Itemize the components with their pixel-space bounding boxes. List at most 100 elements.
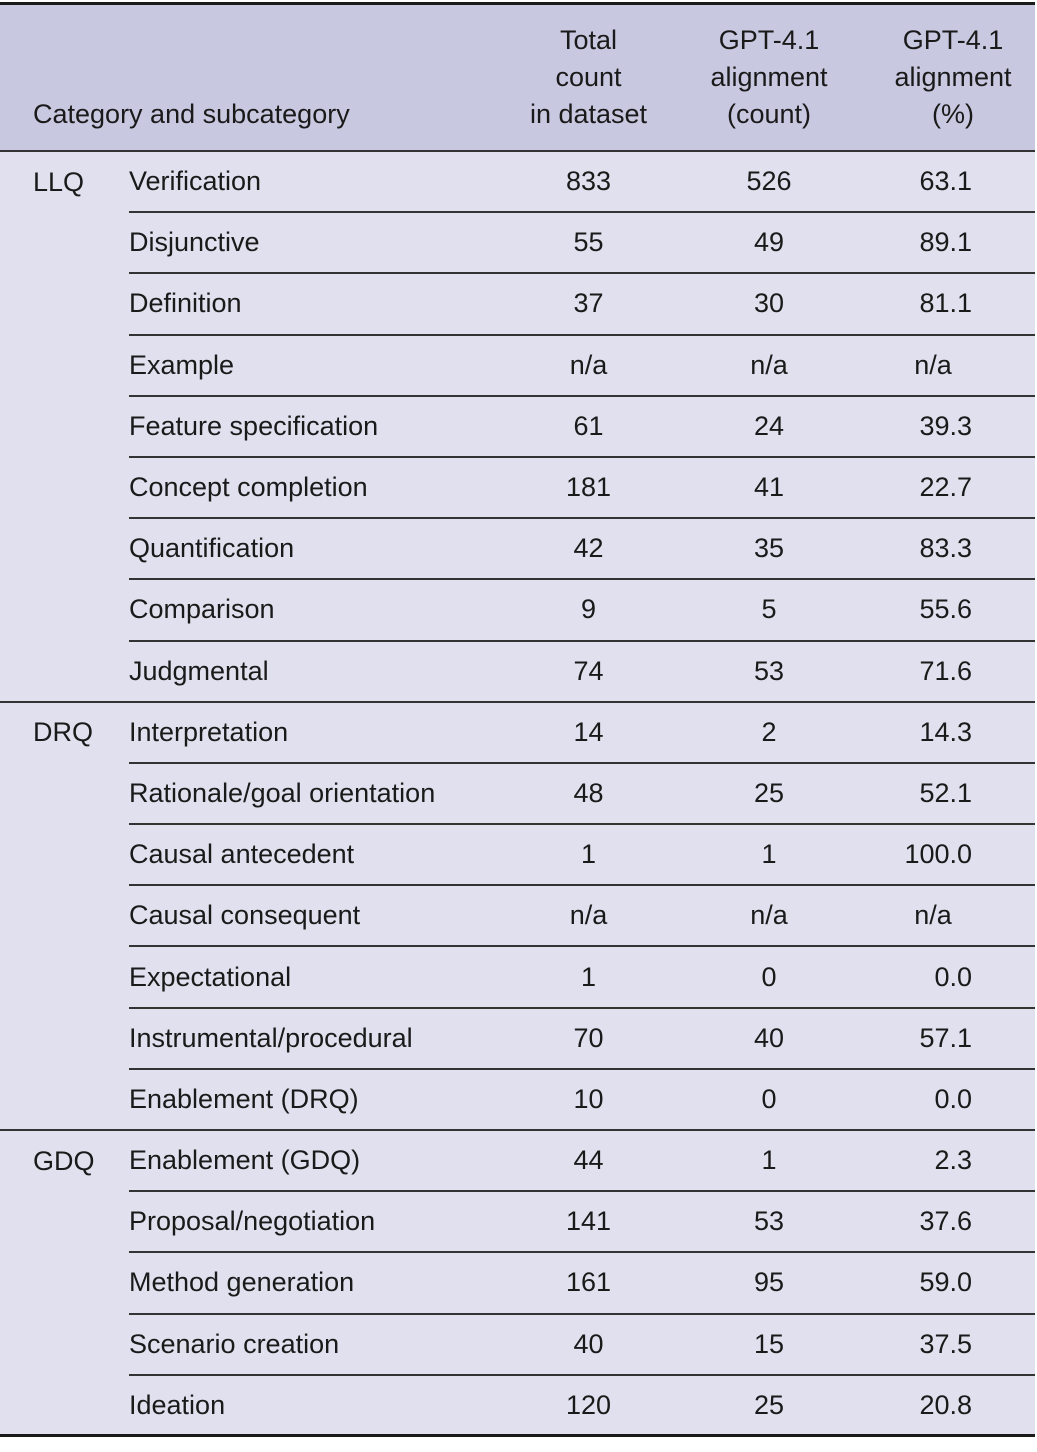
total-count-cell: 44 xyxy=(510,1130,668,1193)
subcategory-label: Interpretation xyxy=(129,701,511,764)
alignment-pct-cell: 0.0 xyxy=(871,946,1036,1009)
alignment-count-cell: 53 xyxy=(667,640,872,703)
alignment-pct-cell: 100.0 xyxy=(871,824,1036,887)
total-count-cell: 37 xyxy=(510,273,668,336)
category-label xyxy=(0,1374,129,1438)
alignment-pct-cell: 0.0 xyxy=(871,1068,1036,1132)
table-row: Feature specification 61 24 39.3 xyxy=(0,395,1036,458)
table-row: Example n/a n/a n/a xyxy=(0,334,1036,397)
table-row: Method generation 161 95 59.0 xyxy=(0,1252,1036,1315)
table-row: Instrumental/procedural 70 40 57.1 xyxy=(0,1007,1036,1070)
table-row: Enablement (DRQ) 10 0 0.0 xyxy=(0,1068,1036,1132)
alignment-count-cell: 41 xyxy=(667,456,872,520)
alignment-pct-cell: 39.3 xyxy=(871,395,1036,458)
subcategory-label: Concept completion xyxy=(129,456,511,520)
alignment-pct-cell: 2.3 xyxy=(871,1130,1036,1193)
alignment-count-cell: 49 xyxy=(667,212,872,275)
alignment-count-cell: 526 xyxy=(667,151,872,214)
alignment-pct-cell: 57.1 xyxy=(871,1007,1036,1070)
alignment-count-cell: 30 xyxy=(667,273,872,336)
alignment-count-cell: 1 xyxy=(667,1130,872,1193)
alignment-count-cell: 95 xyxy=(667,1252,872,1315)
total-count-cell: 120 xyxy=(510,1374,668,1438)
total-count-cell: 1 xyxy=(510,824,668,887)
subcategory-label: Feature specification xyxy=(129,395,511,458)
subcategory-label: Instrumental/procedural xyxy=(129,1007,511,1070)
alignment-pct-cell: 89.1 xyxy=(871,212,1036,275)
total-count-cell: 61 xyxy=(510,395,668,458)
alignment-pct-cell: 63.1 xyxy=(871,151,1036,214)
subcategory-label: Example xyxy=(129,334,511,397)
category-label xyxy=(0,1314,129,1375)
category-label xyxy=(0,335,129,396)
total-count-cell: 141 xyxy=(510,1191,668,1254)
category-label xyxy=(0,885,129,946)
table-row: Judgmental 74 53 71.6 xyxy=(0,640,1036,703)
total-count-cell: 181 xyxy=(510,456,668,520)
subcategory-label: Quantification xyxy=(129,518,511,581)
subcategory-label: Disjunctive xyxy=(129,212,511,275)
alignment-pct-cell: 81.1 xyxy=(871,273,1036,336)
alignment-count-cell: 0 xyxy=(667,946,872,1009)
total-count-cell: 48 xyxy=(510,762,668,826)
alignment-pct-cell: 22.7 xyxy=(871,456,1036,520)
alignment-count-cell: 0 xyxy=(667,1068,872,1132)
category-label: DRQ xyxy=(33,717,93,748)
table-row: DRQ Interpretation 14 2 14.3 xyxy=(0,701,1036,764)
alignment-pct-cell: 55.6 xyxy=(871,579,1036,642)
subcategory-label: Comparison xyxy=(129,579,511,642)
alignment-count-cell: 35 xyxy=(667,518,872,581)
subcategory-label: Scenario creation xyxy=(129,1313,511,1376)
total-count-cell: 10 xyxy=(510,1068,668,1132)
category-label xyxy=(0,763,129,824)
header-category: Category and subcategory xyxy=(33,99,350,129)
alignment-pct-cell: 83.3 xyxy=(871,518,1036,581)
table-row: Causal consequent n/a n/a n/a xyxy=(0,885,1036,948)
subcategory-label: Definition xyxy=(129,273,511,336)
subcategory-label: Causal consequent xyxy=(129,885,511,948)
table-row: Rationale/goal orientation 48 25 52.1 xyxy=(0,762,1036,826)
subcategory-label: Proposal/negotiation xyxy=(129,1191,511,1254)
category-label xyxy=(0,946,129,1007)
alignment-count-cell: n/a xyxy=(667,334,872,397)
category-label xyxy=(0,396,129,457)
subcategory-label: Enablement (DRQ) xyxy=(129,1068,511,1132)
table-header: Category and subcategory Total count in … xyxy=(0,5,1036,151)
total-count-cell: 1 xyxy=(510,946,668,1009)
alignment-count-cell: 53 xyxy=(667,1191,872,1254)
alignment-table: Category and subcategory Total count in … xyxy=(0,5,1036,1438)
alignment-count-cell: 25 xyxy=(667,1374,872,1438)
table-row: Scenario creation 40 15 37.5 xyxy=(0,1313,1036,1376)
subcategory-label: Judgmental xyxy=(129,640,511,703)
category-label: GDQ xyxy=(33,1145,95,1176)
total-count-cell: n/a xyxy=(510,334,668,397)
alignment-count-cell: 5 xyxy=(667,579,872,642)
alignment-count-cell: 24 xyxy=(667,395,872,458)
category-label xyxy=(0,518,129,579)
table-row: Ideation 120 25 20.8 xyxy=(0,1374,1036,1438)
total-count-cell: 70 xyxy=(510,1007,668,1070)
category-label xyxy=(0,579,129,640)
alignment-pct-cell: 71.6 xyxy=(871,640,1036,703)
alignment-count-cell: 1 xyxy=(667,824,872,887)
total-count-cell: 42 xyxy=(510,518,668,581)
alignment-count-cell: 2 xyxy=(667,701,872,764)
total-count-cell: 833 xyxy=(510,151,668,214)
alignment-pct-cell: 14.3 xyxy=(871,701,1036,764)
subcategory-label: Rationale/goal orientation xyxy=(129,762,511,826)
category-label xyxy=(0,1191,129,1252)
table-row: LLQ Verification 833 526 63.1 xyxy=(0,151,1036,214)
category-label xyxy=(0,1068,129,1132)
table-row: Expectational 1 0 0.0 xyxy=(0,946,1036,1009)
alignment-pct-cell: 37.5 xyxy=(871,1313,1036,1376)
category-label xyxy=(0,273,129,334)
total-count-cell: 161 xyxy=(510,1252,668,1315)
subcategory-label: Enablement (GDQ) xyxy=(129,1130,511,1193)
alignment-count-cell: n/a xyxy=(667,885,872,948)
category-label xyxy=(0,824,129,885)
category-label xyxy=(0,1008,129,1069)
alignment-pct-cell: 59.0 xyxy=(871,1252,1036,1315)
top-rule xyxy=(0,2,1035,5)
table-row: Proposal/negotiation 141 53 37.6 xyxy=(0,1191,1036,1254)
category-label xyxy=(0,457,129,518)
